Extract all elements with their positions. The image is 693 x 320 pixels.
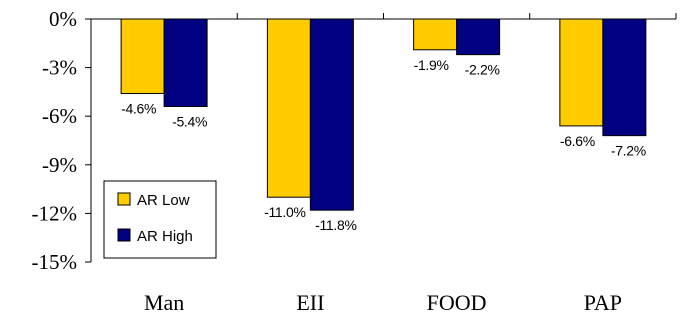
y-tick-label: -15% <box>32 250 78 274</box>
data-label: -7.2% <box>611 143 646 159</box>
category-label: PAP <box>584 290 622 315</box>
data-label: -11.8% <box>315 217 357 233</box>
data-label: -4.6% <box>121 101 156 117</box>
axes: 0% -3% -6% -9% -12% -15% Man EII FOOD PAP <box>32 7 677 315</box>
bar-ar-high-eii <box>309 18 354 211</box>
data-label: -2.2% <box>465 62 500 78</box>
data-label: -11.0% <box>264 204 306 220</box>
legend-swatch <box>117 228 131 242</box>
category-label: FOOD <box>427 290 487 315</box>
legend-label: AR Low <box>137 192 190 209</box>
data-label: -6.6% <box>560 133 595 149</box>
y-tick-label: 0% <box>49 7 77 31</box>
legend[interactable]: AR Low AR High <box>103 180 217 259</box>
y-tick-label: -6% <box>42 104 77 128</box>
y-tick-label: -12% <box>32 201 78 225</box>
bar-ar-low-man <box>120 18 165 95</box>
bar-ar-high-pap <box>602 18 647 137</box>
bar-ar-high-man <box>163 18 208 107</box>
y-tick-label: -3% <box>42 56 77 80</box>
y-tick-label: -9% <box>42 153 77 177</box>
bar-ar-low-pap <box>559 18 604 127</box>
legend-swatch <box>117 192 131 206</box>
data-label: -5.4% <box>172 113 207 129</box>
legend-label: AR High <box>137 228 193 245</box>
bars <box>120 18 647 211</box>
data-labels: -4.6% -5.4% -11.0% -11.8% -1.9% -2.2% -6.6% -7.… <box>121 57 646 233</box>
bar-ar-low-food <box>413 18 458 51</box>
category-label: EII <box>296 290 324 315</box>
bar-ar-high-food <box>456 18 501 56</box>
bar-ar-low-eii <box>266 18 311 198</box>
category-label: Man <box>144 290 184 315</box>
data-label: -1.9% <box>414 57 449 73</box>
